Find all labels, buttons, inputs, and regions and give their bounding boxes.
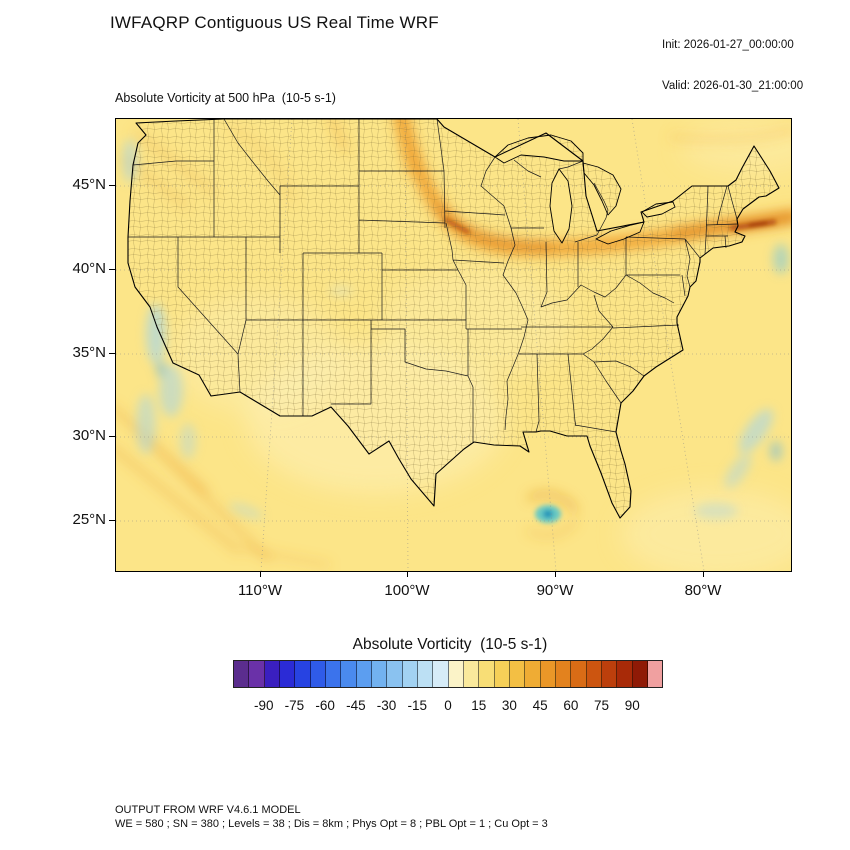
colorbar-segment: [479, 661, 495, 687]
colorbar-segment: [371, 661, 388, 687]
colorbar-segment: [356, 661, 372, 687]
colorbar-segment: [647, 661, 663, 687]
colorbar-tick-label: -15: [407, 698, 428, 713]
run-times: Init: 2026-01-27_00:00:00 Valid: 2026-01…: [662, 12, 803, 120]
colorbar-tick-label: 90: [624, 698, 640, 713]
lon-tick: [260, 571, 261, 577]
colorbar-segment: [448, 661, 464, 687]
colorbar-segment: [325, 661, 342, 687]
colorbar-segment: [494, 661, 510, 687]
valid-time-label: Valid: 2026-01-30_21:00:00: [662, 79, 804, 92]
colorbar-tick-label: 0: [444, 698, 452, 713]
colorbar-segment: [234, 661, 250, 687]
colorbar-tick-label: 30: [501, 698, 517, 713]
page-title: IWFAQRP Contiguous US Real Time WRF: [110, 13, 439, 32]
us-outline: [127, 119, 780, 519]
colorbar-tick-label: -75: [284, 698, 305, 713]
footer-config-line: WE = 580 ; SN = 380 ; Levels = 38 ; Dis …: [115, 818, 548, 830]
colorbar-segment: [341, 661, 357, 687]
colorbar-tick-label: 75: [594, 698, 610, 713]
colorbar-segment: [632, 661, 648, 687]
colorbar-segment: [249, 661, 265, 687]
colorbar-segment: [555, 661, 572, 687]
colorbar-segment: [310, 661, 326, 687]
colorbar-segment: [433, 661, 449, 687]
colorbar-swatches: [233, 660, 663, 688]
map-frame: [115, 118, 792, 572]
lat-tick: [109, 520, 115, 521]
us-vorticity-map: [116, 119, 791, 571]
lat-tick: [109, 269, 115, 270]
colorbar-tick-label: 60: [563, 698, 579, 713]
lon-axis-label: 100°W: [384, 582, 430, 599]
lat-tick: [109, 436, 115, 437]
colorbar-title: Absolute Vorticity (10-5 s-1): [352, 636, 548, 653]
colorbar-segment: [402, 661, 418, 687]
great-lakes-outlines: [494, 134, 676, 245]
colorbar-tick-label: -45: [346, 698, 366, 713]
lat-axis-label: 35°N: [72, 344, 106, 361]
lon-tick: [555, 571, 556, 577]
lon-axis-label: 110°W: [237, 582, 283, 599]
colorbar-segment: [509, 661, 526, 687]
lat-axis-label: 40°N: [72, 260, 106, 277]
lon-axis-label: 90°W: [536, 582, 574, 599]
colorbar-ticks: -90 -75 -60 -45 -30 -15 0 15 30 45 60 75 90: [233, 698, 663, 716]
colorbar-segment: [617, 661, 633, 687]
colorbar-segment: [601, 661, 618, 687]
colorbar-segment: [571, 661, 587, 687]
lon-tick: [407, 571, 408, 577]
colorbar-segment: [279, 661, 296, 687]
colorbar-tick-label: -60: [315, 698, 335, 713]
colorbar-tick-label: 15: [471, 698, 487, 713]
colorbar-segment: [387, 661, 403, 687]
colorbar-tick-label: -30: [376, 698, 397, 713]
lat-axis-label: 30°N: [72, 427, 106, 444]
lon-tick: [703, 571, 704, 577]
gulf-negative-core: [535, 505, 561, 523]
field-subtitle: Absolute Vorticity at 500 hPa (10-5 s-1): [115, 91, 336, 105]
colorbar-segment: [295, 661, 311, 687]
colorbar-segment: [463, 661, 480, 687]
state-borders: [128, 119, 738, 442]
lat-tick: [109, 353, 115, 354]
footer-model-line: OUTPUT FROM WRF V4.6.1 MODEL: [115, 804, 301, 816]
colorbar-segment: [586, 661, 602, 687]
graticule: [116, 119, 791, 571]
lat-axis-label: 45°N: [72, 176, 106, 193]
lat-tick: [109, 185, 115, 186]
colorbar-segment: [540, 661, 556, 687]
colorbar-segment: [264, 661, 280, 687]
colorbar-segment: [417, 661, 434, 687]
colorbar-tick-label: -90: [253, 698, 274, 713]
lon-axis-label: 80°W: [684, 582, 722, 599]
init-time-label: Init: 2026-01-27_00:00:00: [662, 39, 794, 51]
colorbar-segment: [525, 661, 541, 687]
geography: [127, 119, 780, 519]
lat-axis-label: 25°N: [72, 511, 106, 528]
colorbar-tick-label: 45: [532, 698, 548, 713]
